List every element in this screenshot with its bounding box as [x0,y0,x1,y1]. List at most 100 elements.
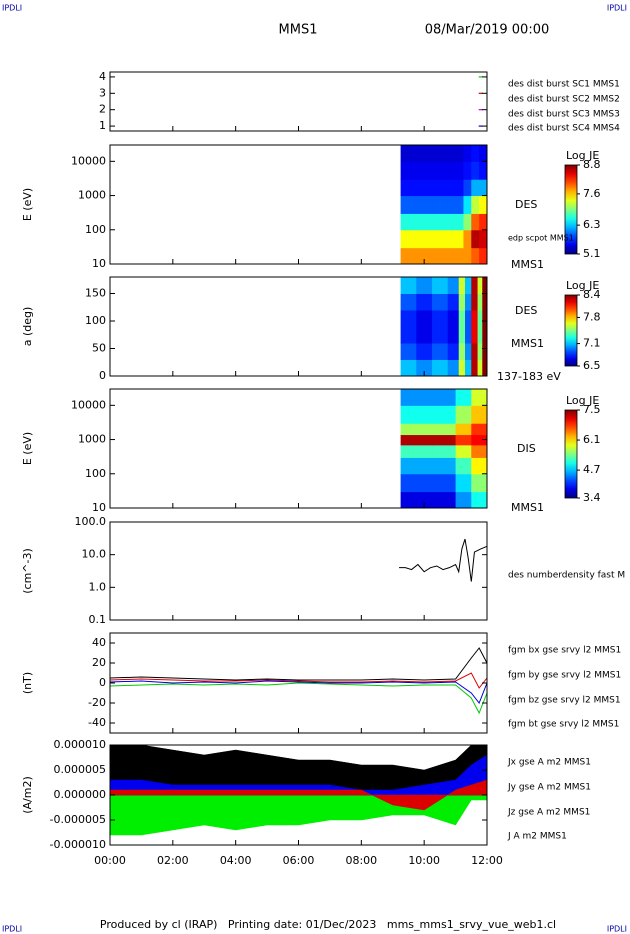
heatmap-cell [458,293,466,311]
heatmap-cell [471,195,480,214]
corner-label: IPDLI [2,925,22,934]
annotation: MMS1 [511,337,544,350]
heatmap-cell [455,444,472,458]
annotation: DIS [517,442,536,455]
heatmap-cell [432,326,449,344]
heatmap-cell [455,405,472,424]
colorbar-label: Log JE [566,279,599,292]
series-line [110,680,487,704]
heatmap-cell [471,423,487,436]
heatmap-cell [447,213,464,231]
heatmap-cell [463,229,472,249]
legend-entry: Jy gse A m2 MMS1 [507,783,591,793]
heatmap-cell [432,293,449,311]
y-tick-label: 0.1 [89,613,107,626]
y-tick-label: 1000 [78,433,106,446]
heatmap-cell [471,457,487,475]
series-area [110,754,487,796]
heatmap-cell [400,359,417,376]
y-tick-label: -40 [88,716,106,729]
heatmap-cell [455,457,472,475]
heatmap-cell [465,277,472,294]
heatmap-cell [471,179,480,197]
heatmap-cell [400,444,433,458]
series-area [110,779,487,811]
y-tick-label: 100 [85,223,106,236]
legend-entry: fgm bt gse srvy l2 MMS1 [508,720,619,730]
heatmap-cell [400,457,433,475]
y-tick-label: -0.000005 [50,813,106,826]
y-tick-label: 10.0 [82,548,107,561]
heatmap-cell [471,359,479,376]
heatmap-cell [471,444,487,458]
panel-frame [109,521,488,621]
y-axis-label: (A/m2) [21,776,34,814]
colorbar-tick-label: 7.8 [583,310,601,323]
heatmap-cell [432,444,457,458]
heatmap-cell [479,145,487,162]
heatmap-cell [463,179,472,197]
heatmap-cell [432,277,449,294]
heatmap-cell [463,195,472,214]
heatmap-cell [400,473,433,493]
plot-area [400,277,487,376]
heatmap-cell [458,310,466,327]
colorbar-tick-label: 4.7 [583,463,601,476]
heatmap-cell [447,161,464,180]
x-tick-label: 12:00 [471,854,503,867]
y-axis-label: E (eV) [21,188,34,221]
colorbar-tick-label: 6.5 [583,359,601,372]
heatmap-cell [416,277,433,294]
corner-label: IPDLI [607,925,627,934]
heatmap-cell [400,405,433,424]
heatmap-cell [455,423,472,436]
legend-entry: fgm by gse srvy l2 MMS1 [508,671,621,681]
heatmap-cell [400,434,433,446]
heatmap-cell [479,213,487,231]
y-tick-label: 4 [99,70,106,83]
heatmap-cell [400,326,417,344]
heatmap-cell [432,491,457,508]
point [478,92,483,94]
heatmap-cell [432,434,457,446]
plot-area [400,389,487,508]
colorbar-tick-label: 3.4 [583,491,601,504]
x-tick-label: 04:00 [220,854,252,867]
heatmap-cell [471,405,487,424]
y-tick-label: 40 [92,636,106,649]
heatmap-cell [455,491,472,508]
legend-entry: des dist burst SC3 MMS3 [508,110,620,120]
plot-area [478,76,483,127]
heatmap-cell [455,434,472,446]
y-tick-label: 1.0 [89,580,107,593]
legend-entry: J A m2 MMS1 [507,832,567,842]
colorbar [564,294,578,367]
heatmap-cell [455,389,472,406]
y-tick-label: 100 [85,467,106,480]
annotation: edp scpot MMS1 [508,234,574,243]
heatmap-cell [432,473,457,493]
annotation: DES [515,304,537,317]
heatmap-cell [432,161,449,180]
colorbar-tick-label: 5.1 [583,247,601,260]
y-tick-label: 1 [99,119,106,132]
heatmap-cell [447,229,464,249]
colorbar [564,409,578,499]
heatmap-cell [477,293,483,311]
x-tick-label: 10:00 [408,854,440,867]
annotation: DES [515,198,537,211]
y-tick-label: 100.0 [75,515,107,528]
heatmap-cell [479,229,487,249]
heatmap-cell [465,326,472,344]
heatmap-cell [432,145,449,162]
heatmap-cell [432,457,457,475]
y-axis-label: E (eV) [21,432,34,465]
heatmap-cell [416,229,433,249]
heatmap-cell [400,310,417,327]
heatmap-cell [416,359,433,376]
x-tick-label: 00:00 [94,854,126,867]
heatmap-cell [463,213,472,231]
plot-area [399,538,487,582]
heatmap-cell [400,343,417,360]
heatmap-cell [482,326,487,344]
